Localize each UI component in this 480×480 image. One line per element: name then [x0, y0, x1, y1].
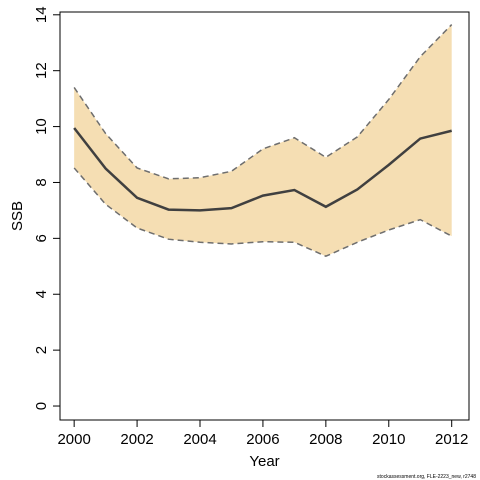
y-tick-label: 2	[33, 346, 50, 354]
y-axis-title: SSB	[9, 201, 26, 231]
y-tick-label: 4	[33, 290, 50, 298]
x-tick-label: 2010	[372, 431, 405, 448]
x-axis-title: Year	[249, 453, 279, 470]
x-tick-label: 2008	[309, 431, 342, 448]
x-tick-label: 2012	[435, 431, 468, 448]
source-note: stockassessment.org, FLE-2223_new, r2748	[377, 474, 476, 480]
y-tick-label: 14	[33, 6, 50, 23]
x-axis: 2000 2002 2004 2006 2008 2010 2012	[57, 420, 468, 448]
y-tick-label: 8	[33, 178, 50, 186]
lower-bound-line	[73, 167, 453, 258]
x-tick-label: 2000	[57, 431, 90, 448]
confidence-band	[74, 24, 452, 257]
plot-frame	[59, 11, 470, 421]
plot-area	[73, 24, 453, 258]
upper-bound-line	[73, 24, 453, 180]
y-tick-label: 6	[33, 234, 50, 242]
y-tick-label: 0	[33, 402, 50, 410]
estimate-line	[73, 127, 452, 212]
y-axis: 0 2 4 6 8 10 12 14	[33, 6, 60, 410]
x-tick-label: 2006	[246, 431, 279, 448]
x-tick-label: 2004	[183, 431, 216, 448]
y-tick-label: 10	[33, 118, 50, 135]
x-tick-label: 2002	[120, 431, 153, 448]
y-tick-label: 12	[33, 62, 50, 79]
